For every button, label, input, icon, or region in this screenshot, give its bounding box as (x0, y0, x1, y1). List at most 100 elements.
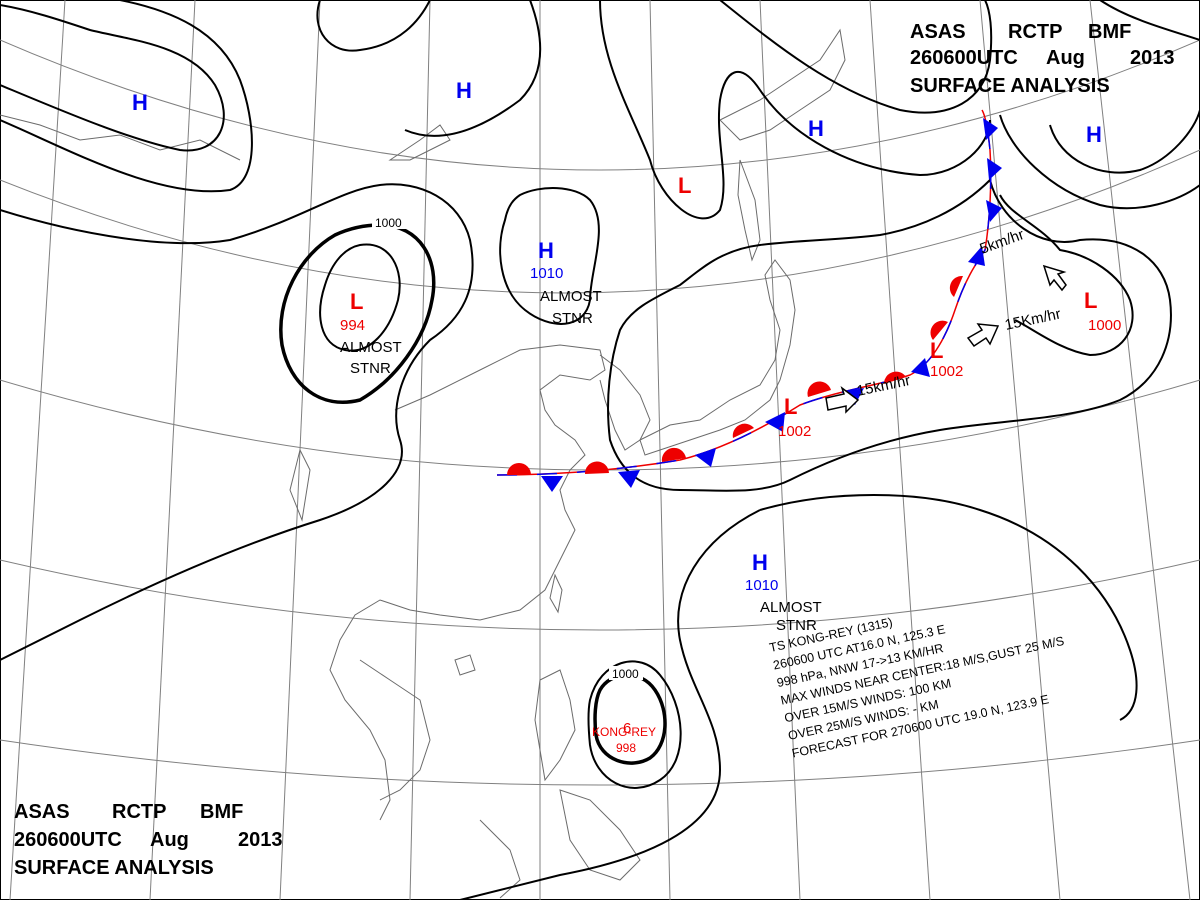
cold-front-triangle (968, 246, 985, 266)
header-top-line1-c: BMF (1088, 21, 1131, 43)
coastline-philippines (559, 789, 641, 881)
cold-front-triangle (987, 158, 1002, 180)
warm-front-symbols (507, 275, 963, 475)
motion-arrow-icon (1042, 264, 1067, 292)
header-bottom-line1-a: ASAS (14, 801, 70, 823)
isobar (607, 178, 1172, 492)
header-bottom-line2-a: 260600UTC (14, 829, 122, 851)
coastline-baikal (289, 448, 311, 522)
cold-front-triangle (765, 412, 785, 432)
cold-front-overlay (496, 109, 992, 476)
warm-front-semicircle (807, 381, 831, 397)
warm-front-semicircle (949, 275, 963, 297)
isobar-label-bg (372, 215, 406, 229)
header-top-line2-a: 260600UTC (910, 47, 1018, 69)
cold-front-triangle (695, 448, 716, 467)
longitude-line (1089, 0, 1191, 900)
low-far-east-label: L (1084, 288, 1097, 313)
latitude-line (0, 39, 1200, 171)
latitude-line (0, 739, 1200, 786)
cold-front-triangle (911, 358, 930, 377)
pressure-systems: H H H 1010 ALMOST STNR H H L L 994 ALMOS… (132, 78, 1121, 755)
isobar (999, 194, 1134, 357)
isobar (599, 0, 991, 220)
warm-front-semicircle (732, 423, 754, 438)
header-top-line1-b: RCTP (1008, 21, 1062, 43)
low-siberia-label: L (678, 173, 691, 198)
coastline-okhotsk (388, 124, 451, 161)
isobar (1099, 0, 1200, 41)
low-west-note-1: ALMOST (340, 339, 402, 356)
isobar (587, 660, 682, 789)
isobar (719, 0, 993, 114)
low-west-label: L (350, 289, 363, 314)
warm-front-semicircle (507, 463, 531, 475)
isobar-label-1000-typhoon: 1000 (612, 667, 639, 681)
warm-front-semicircle (883, 371, 906, 384)
high-ne-label: H (1086, 122, 1102, 147)
high-mongolia-note-1: ALMOST (540, 288, 602, 305)
warm-front-semicircle (661, 447, 686, 462)
isobar (0, 4, 225, 152)
header-top-line2-b: Aug (1046, 47, 1085, 69)
header-bottom-line2-b: Aug (150, 829, 189, 851)
header-bottom-line2-c: 2013 (238, 829, 283, 851)
header-top-line3: SURFACE ANALYSIS (910, 75, 1110, 97)
isobar-inner-west (319, 243, 401, 352)
high-pacific-pressure: 1010 (745, 577, 778, 594)
low-west-note-2: STNR (350, 360, 391, 377)
isobar (499, 187, 600, 325)
header-bottom-line3: SURFACE ANALYSIS (14, 857, 214, 879)
warm-front-semicircle (930, 320, 948, 340)
motion-arrows (825, 264, 1067, 414)
low-japan-sea-pressure: 1002 (778, 423, 811, 440)
low-east-label: L (930, 338, 943, 363)
header-top: ASAS RCTP BMF 260600UTC Aug 2013 SURFACE… (910, 21, 1175, 97)
frontal-system (496, 109, 1002, 492)
coastline-sakhalin (737, 159, 761, 262)
isobar (316, 0, 431, 52)
typhoon-name: KONG-REY (592, 725, 656, 739)
typhoon-pressure: 998 (616, 741, 636, 755)
coastline-vietnam (359, 659, 431, 801)
high-nw-label: H (132, 90, 148, 115)
coastline-kamchatka (719, 28, 846, 141)
header-bottom-line1-b: RCTP (112, 801, 166, 823)
isobars-inner (319, 243, 401, 352)
high-pacific-note-1: ALMOST (760, 599, 822, 616)
typhoon-symbol-icon: 6 (623, 720, 631, 737)
header-top-line1-a: ASAS (910, 21, 966, 43)
cold-front-triangle (986, 200, 1002, 222)
coastline-taiwan (549, 573, 563, 614)
high-mongolia-pressure: 1010 (530, 265, 563, 282)
latitude-line (0, 559, 1200, 631)
longitude-line (759, 0, 801, 900)
coastline-borneo (479, 819, 521, 899)
isobar-labels: 1000 1000 (372, 215, 643, 681)
coastline-luzon (534, 669, 576, 782)
cold-front-triangle (983, 118, 998, 140)
isobar (0, 0, 253, 193)
low-west-pressure: 994 (340, 317, 365, 334)
isobar (1049, 109, 1200, 174)
cold-front-symbols (541, 118, 1002, 492)
isobar-1000-west (279, 223, 436, 404)
high-mongolia-label: H (538, 238, 554, 263)
coastline-hainan (454, 654, 476, 676)
isobar (0, 183, 474, 661)
longitude-line (979, 0, 1061, 900)
high-pacific-note-2: STNR (776, 617, 817, 634)
low-east-pressure: 1002 (930, 363, 963, 380)
cold-front-triangle (541, 476, 563, 492)
header-top-line2-c: 2013 (1130, 47, 1175, 69)
high-n-label: H (456, 78, 472, 103)
coastline-north (0, 114, 241, 161)
isobar (999, 114, 1200, 210)
high-pacific-label: H (752, 550, 768, 575)
isobar (404, 0, 542, 137)
header-bottom-line1-c: BMF (200, 801, 243, 823)
low-far-east-pressure: 1000 (1088, 317, 1121, 334)
